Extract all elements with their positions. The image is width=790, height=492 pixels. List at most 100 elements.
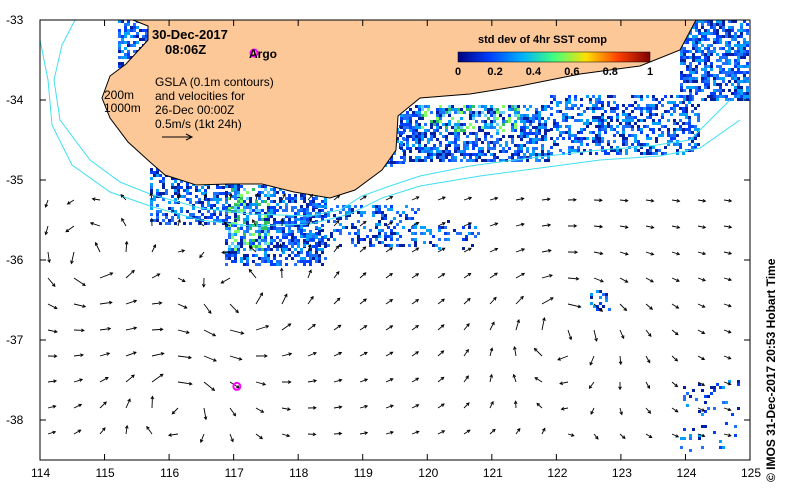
- velocity-arrowhead: [287, 323, 292, 327]
- velocity-arrow: [198, 221, 205, 227]
- sst-pixel: [661, 116, 664, 119]
- velocity-arrow: [177, 277, 186, 282]
- sst-pixel: [475, 132, 478, 135]
- sst-pixel: [303, 224, 306, 227]
- sst-pixel: [604, 131, 607, 134]
- sst-pixel: [538, 111, 541, 114]
- sst-pixel: [568, 137, 571, 140]
- velocity-arrow: [723, 199, 732, 202]
- sst-pixel: [704, 395, 707, 398]
- velocity-arrow: [307, 296, 314, 305]
- sst-pixel: [740, 89, 743, 92]
- velocity-arrow: [307, 380, 317, 383]
- sst-pixel: [734, 53, 737, 56]
- sst-pixel: [249, 200, 252, 203]
- sst-pixel: [728, 71, 731, 74]
- sst-pixel: [177, 213, 180, 216]
- x-tick-label: 116: [160, 466, 180, 480]
- velocity-arrowhead: [80, 353, 84, 357]
- sst-pixel: [517, 114, 520, 117]
- sst-pixel: [330, 232, 333, 235]
- sst-pixel: [740, 26, 743, 29]
- sst-pixel: [255, 230, 258, 233]
- sst-pixel: [445, 138, 448, 141]
- sst-pixel: [150, 186, 153, 189]
- sst-pixel: [610, 146, 613, 149]
- sst-pixel: [240, 203, 243, 206]
- sst-pixel: [264, 251, 267, 254]
- sst-pixel: [463, 129, 466, 132]
- sst-pixel: [719, 41, 722, 44]
- velocity-arrow: [541, 224, 551, 227]
- sst-pixel: [689, 437, 692, 440]
- velocity-arrow: [411, 431, 419, 435]
- sst-pixel: [707, 65, 710, 68]
- sst-pixel: [432, 235, 435, 238]
- velocity-arrowhead: [188, 381, 193, 386]
- velocity-arrowhead: [441, 430, 446, 434]
- sst-pixel: [318, 244, 321, 247]
- sst-pixel: [695, 44, 698, 47]
- sst-pixel: [683, 74, 686, 77]
- sst-pixel: [625, 149, 628, 152]
- velocity-arrowhead: [702, 251, 707, 256]
- velocity-arrow: [593, 433, 599, 440]
- sst-pixel: [731, 47, 734, 50]
- sst-pixel: [698, 29, 701, 32]
- sst-pixel: [743, 80, 746, 83]
- velocity-arrowhead: [282, 193, 286, 197]
- velocity-arrow: [99, 301, 112, 305]
- sst-pixel: [231, 236, 234, 239]
- sst-pixel: [692, 35, 695, 38]
- sst-pixel: [400, 123, 403, 126]
- sst-pixel: [243, 209, 246, 212]
- velocity-arrow: [99, 377, 109, 383]
- sst-pixel: [496, 141, 499, 144]
- sst-pixel: [303, 235, 306, 238]
- sst-pixel: [692, 86, 695, 89]
- sst-pixel: [556, 110, 559, 113]
- sst-pixel: [472, 105, 475, 108]
- sst-pixel: [689, 449, 692, 452]
- velocity-arrow: [177, 303, 187, 309]
- sst-pixel: [481, 105, 484, 108]
- sst-pixel: [679, 107, 682, 110]
- sst-pixel: [550, 137, 553, 140]
- sst-pixel: [523, 105, 526, 108]
- sst-pixel: [463, 153, 466, 156]
- sst-pixel: [421, 150, 424, 153]
- velocity-arrowhead: [520, 222, 525, 227]
- sst-pixel: [707, 86, 710, 89]
- sst-pixel: [159, 222, 162, 225]
- sst-pixel: [631, 125, 634, 128]
- sst-pixel: [661, 98, 664, 101]
- contour-1000-label: 1000m: [104, 101, 141, 115]
- sst-pixel: [704, 20, 707, 23]
- sst-pixel: [210, 204, 213, 207]
- sst-pixel: [613, 101, 616, 104]
- sst-pixel: [408, 217, 411, 220]
- sst-pixel: [598, 128, 601, 131]
- sst-pixel: [270, 263, 273, 266]
- sst-pixel: [291, 215, 294, 218]
- sst-pixel: [481, 129, 484, 132]
- sst-pixel: [538, 123, 541, 126]
- sst-pixel: [595, 107, 598, 110]
- velocity-arrow: [333, 324, 341, 331]
- sst-pixel: [698, 20, 701, 23]
- sst-pixel: [216, 207, 219, 210]
- velocity-arrowhead: [338, 351, 343, 356]
- sst-pixel: [562, 137, 565, 140]
- sst-pixel: [282, 242, 285, 245]
- sst-pixel: [517, 105, 520, 108]
- sst-pixel: [680, 71, 683, 74]
- sst-pixel: [541, 126, 544, 129]
- sst-pixel: [418, 138, 421, 141]
- velocity-arrowhead: [156, 273, 161, 277]
- sst-pixel: [427, 150, 430, 153]
- sst-pixel: [267, 245, 270, 248]
- sst-pixel: [689, 68, 692, 71]
- velocity-arrowhead: [415, 247, 420, 251]
- sst-pixel: [306, 212, 309, 215]
- sst-pixel: [396, 140, 399, 143]
